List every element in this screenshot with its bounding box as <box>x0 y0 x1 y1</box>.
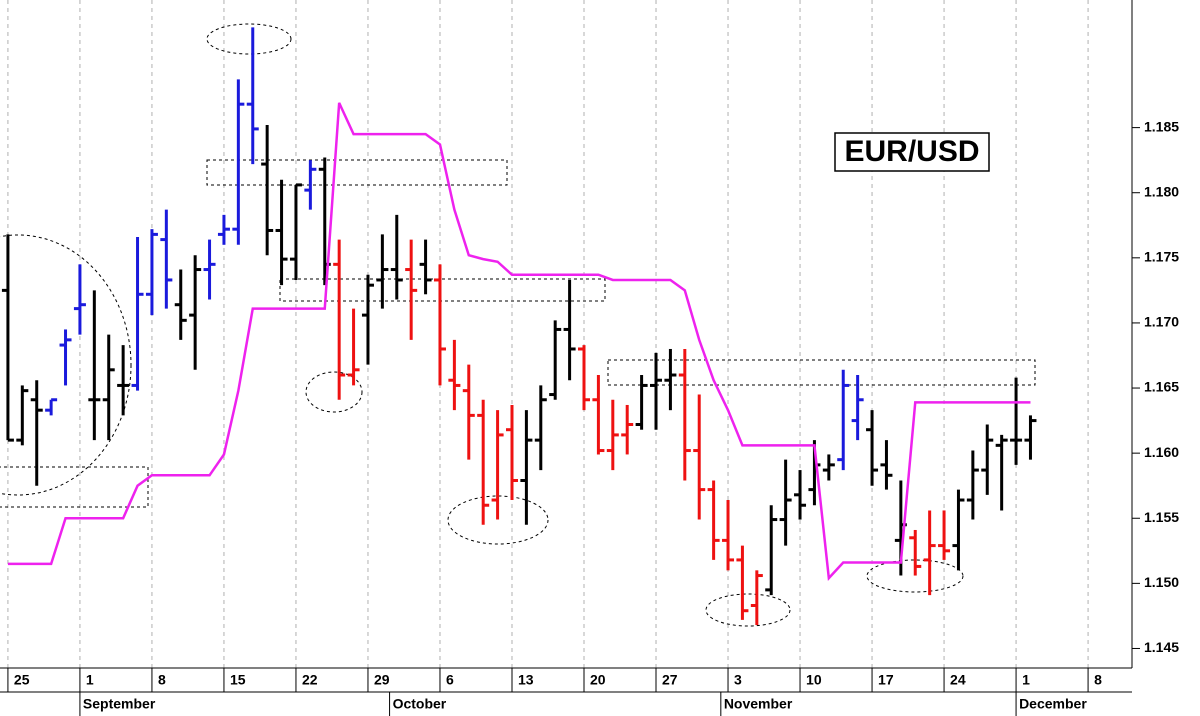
x-tick-label: 8 <box>158 672 166 688</box>
x-tick-label: 3 <box>734 672 742 688</box>
annotation-ellipse <box>447 495 549 545</box>
x-tick-label: 10 <box>806 672 822 688</box>
x-tick-label: 1 <box>86 672 94 688</box>
x-tick-label: 25 <box>14 672 30 688</box>
annotation-box <box>279 278 606 302</box>
ohlc-bars <box>1 27 1037 626</box>
grid <box>7 0 1089 668</box>
title-box <box>834 132 990 172</box>
x-tick-label: 24 <box>950 672 966 688</box>
chart-title: EUR/USD <box>844 135 979 168</box>
y-tick-label: 1.145 <box>1144 639 1179 655</box>
annotation-box <box>607 359 1036 386</box>
x-tick-label: 1 <box>1022 672 1030 688</box>
x-tick-label: 27 <box>662 672 678 688</box>
x-tick-label: 8 <box>1094 672 1102 688</box>
x-tick-label: 13 <box>518 672 534 688</box>
y-tick-label: 1.170 <box>1144 314 1179 330</box>
annotations <box>0 23 1036 627</box>
x-tick-label: 15 <box>230 672 246 688</box>
annotation-ellipse <box>866 559 964 593</box>
y-tick-label: 1.160 <box>1144 444 1179 460</box>
annotation-ellipse <box>0 234 132 496</box>
y-tick-label: 1.155 <box>1144 509 1179 525</box>
annotation-box <box>206 159 508 186</box>
x-tick-label: 17 <box>878 672 894 688</box>
x-tick-label: 6 <box>446 672 454 688</box>
annotation-ellipse <box>705 593 791 627</box>
x-tick-label: 22 <box>302 672 318 688</box>
annotation-ellipse <box>305 371 363 413</box>
y-tick-label: 1.180 <box>1144 183 1179 199</box>
y-tick-label: 1.150 <box>1144 574 1179 590</box>
month-label: September <box>83 696 156 712</box>
x-tick-label: 29 <box>374 672 390 688</box>
x-tick-label: 20 <box>590 672 606 688</box>
y-tick-label: 1.185 <box>1144 118 1179 134</box>
month-label: December <box>1019 696 1087 712</box>
annotation-ellipse <box>206 23 292 55</box>
annotation-box <box>0 466 149 508</box>
month-label: November <box>724 696 793 712</box>
y-tick-label: 1.165 <box>1144 379 1179 395</box>
overlay-line <box>7 102 1031 582</box>
month-label: October <box>393 696 447 712</box>
y-tick-label: 1.175 <box>1144 249 1179 265</box>
